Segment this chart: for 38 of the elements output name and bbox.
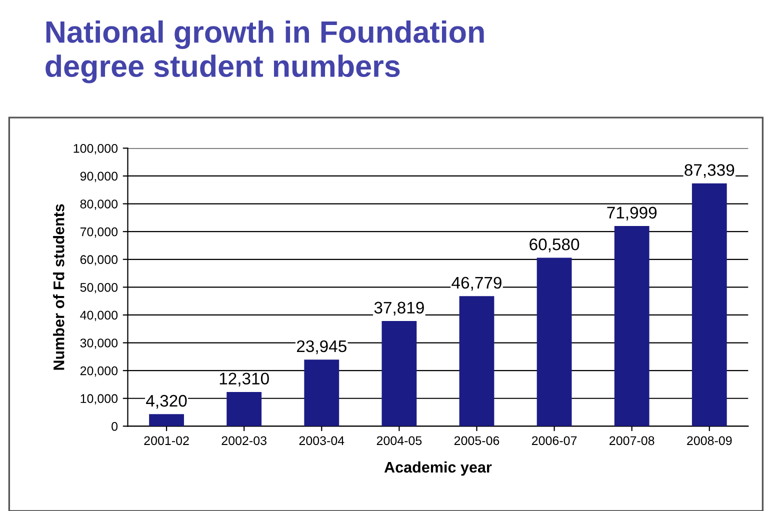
- bar: [614, 226, 650, 426]
- data-label: 46,779: [452, 276, 502, 291]
- y-tick-label: 90,000: [80, 172, 118, 182]
- x-tick-label: 2002-03: [222, 436, 266, 446]
- y-tick-label: 100,000: [74, 144, 118, 154]
- data-label: 71,999: [607, 206, 657, 221]
- y-tick-label: 70,000: [80, 227, 118, 238]
- y-tick-label: 50,000: [80, 282, 118, 294]
- y-tick-label: 20,000: [80, 366, 118, 377]
- y-tick-label: 30,000: [80, 338, 118, 349]
- y-tick-label: 80,000: [80, 200, 118, 210]
- y-tick-label: 60,000: [80, 255, 118, 266]
- data-label: 60,580: [530, 238, 580, 252]
- y-tick-label: 0: [112, 422, 118, 431]
- data-label: 4,320: [146, 394, 187, 409]
- y-tick-label: 10,000: [80, 394, 118, 405]
- x-tick-label: 2004-05: [376, 436, 422, 446]
- x-tick-label: 2003-04: [299, 436, 344, 446]
- x-tick-label: 2007-08: [610, 436, 654, 446]
- x-tick-label: 2006-07: [532, 436, 577, 446]
- bar: [304, 360, 340, 426]
- bar: [459, 296, 494, 426]
- bar: [382, 321, 417, 426]
- data-label: 12,310: [220, 372, 269, 386]
- data-label: 87,339: [684, 164, 734, 178]
- data-label: 23,945: [296, 340, 346, 354]
- bar: [149, 414, 184, 426]
- y-tick-label: 40,000: [80, 310, 118, 322]
- y-axis-title: Number of Fd students: [53, 204, 64, 370]
- x-tick-label: 2005-06: [454, 436, 500, 446]
- x-axis-title: Academic year: [384, 461, 492, 476]
- bar: [536, 258, 572, 426]
- x-tick-label: 2008-09: [687, 436, 732, 446]
- bar: [692, 183, 727, 426]
- x-tick-label: 2001-02: [144, 436, 189, 446]
- data-label: 37,819: [374, 302, 424, 316]
- chart-title: National growth in Foundation degree student numbers: [46, 20, 484, 84]
- bar: [226, 392, 262, 426]
